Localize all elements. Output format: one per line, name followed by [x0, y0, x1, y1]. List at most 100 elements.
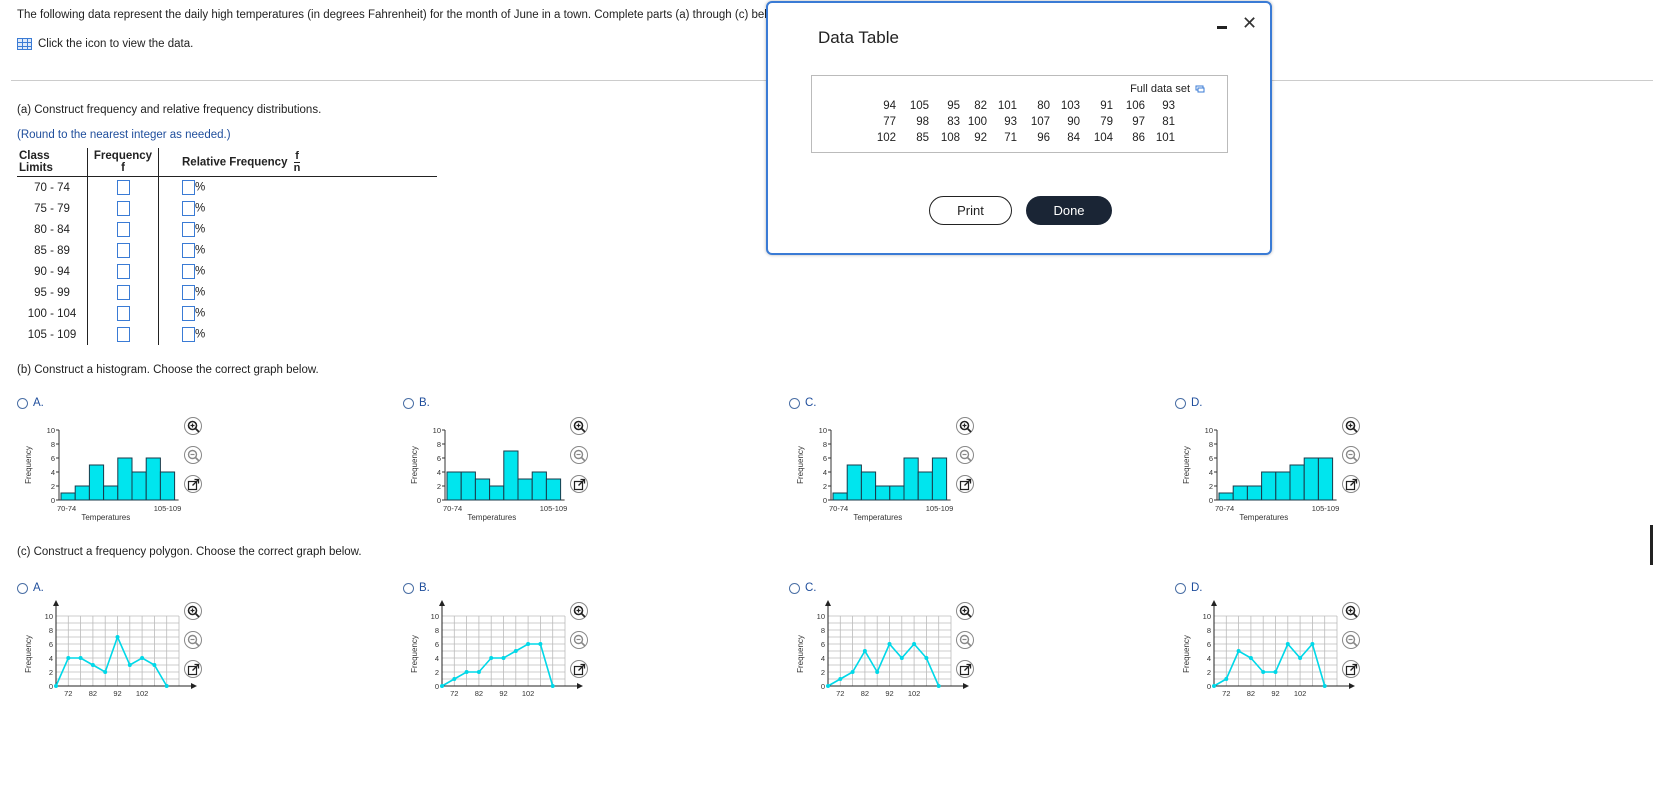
relative-frequency-input[interactable]: [182, 306, 195, 321]
external-link-icon[interactable]: [1342, 660, 1360, 678]
answer-option[interactable]: B.: [403, 397, 430, 409]
zoom-out-icon[interactable]: [956, 446, 974, 464]
zoom-out-icon[interactable]: [184, 446, 202, 464]
grid-icon[interactable]: [17, 38, 32, 50]
frequency-input[interactable]: [116, 327, 130, 342]
frequency-polygon-chart: Frequency0246810728292102Temperatures: [796, 600, 969, 698]
external-link-icon[interactable]: [1342, 475, 1360, 493]
data-cell: 95: [947, 100, 960, 112]
histogram-bar: [460, 471, 476, 501]
frequency-input[interactable]: [116, 285, 130, 300]
copy-icon[interactable]: [1195, 85, 1205, 93]
histogram-bar: [917, 471, 933, 501]
radio-button[interactable]: [1175, 582, 1186, 594]
answer-option[interactable]: C.: [789, 582, 817, 594]
round-note: (Round to the nearest integer as needed.…: [17, 129, 231, 141]
answer-option[interactable]: D.: [1175, 582, 1203, 594]
close-icon[interactable]: ✕: [1242, 13, 1258, 33]
zoom-out-icon[interactable]: [184, 631, 202, 649]
zoom-in-icon[interactable]: [184, 602, 202, 620]
view-data-link[interactable]: Click the icon to view the data.: [17, 38, 193, 50]
polygon-line: [827, 642, 940, 687]
y-tick-label: 10: [1205, 426, 1213, 435]
minimize-icon[interactable]: [1217, 26, 1227, 29]
radio-button[interactable]: [1175, 397, 1186, 409]
histogram-chart: Frequency 0 2 4 6 8 10 70-74 105-109 Temperatures: [796, 426, 953, 522]
relative-frequency-input[interactable]: [182, 264, 195, 279]
frequency-input[interactable]: [116, 201, 130, 216]
data-point: [862, 649, 867, 653]
fraction-numerator: f: [293, 149, 301, 163]
relative-frequency-input[interactable]: [182, 243, 195, 258]
data-cell: 81: [1162, 116, 1175, 128]
answer-option[interactable]: A.: [17, 582, 44, 594]
y-tick-label: 0: [1209, 496, 1213, 505]
radio-button[interactable]: [17, 582, 28, 594]
x-tick-label: 102: [136, 689, 149, 698]
zoom-out-icon[interactable]: [1342, 631, 1360, 649]
y-axis-label: Frequency: [1182, 446, 1191, 484]
zoom-in-icon[interactable]: [956, 602, 974, 620]
data-point: [476, 670, 481, 674]
radio-button[interactable]: [17, 397, 28, 409]
zoom-in-icon[interactable]: [570, 602, 588, 620]
data-cell: 85: [916, 132, 929, 144]
polygon-line: [1213, 642, 1326, 687]
relative-frequency-input[interactable]: [182, 201, 195, 216]
histogram-bar: [88, 464, 105, 501]
data-cell: 106: [1125, 100, 1145, 112]
x-tick-label: 82: [475, 689, 483, 698]
option-label: A.: [33, 582, 44, 594]
relative-frequency-input[interactable]: [182, 222, 195, 237]
frequency-input[interactable]: [116, 264, 130, 279]
zoom-in-icon[interactable]: [956, 417, 974, 435]
data-point: [1212, 684, 1216, 688]
data-cell: 102: [876, 132, 896, 144]
x-tick-label: 92: [885, 689, 893, 698]
histogram-chart: Frequency 0 2 4 6 8 10 70-74 105-109 Temperatures: [410, 426, 567, 522]
relative-frequency-cell: %: [159, 198, 438, 219]
relative-frequency-input[interactable]: [182, 180, 195, 195]
relative-frequency-input[interactable]: [182, 327, 195, 342]
zoom-out-icon[interactable]: [1342, 446, 1360, 464]
percent-sign: %: [195, 223, 206, 236]
relative-frequency-cell: %: [159, 261, 438, 282]
zoom-out-icon[interactable]: [956, 631, 974, 649]
full-data-set[interactable]: Full data set: [1130, 83, 1205, 95]
frequency-input[interactable]: [116, 243, 130, 258]
zoom-in-icon[interactable]: [184, 417, 202, 435]
zoom-out-icon[interactable]: [570, 446, 588, 464]
zoom-in-icon[interactable]: [570, 417, 588, 435]
relative-frequency-label: Relative Frequency: [182, 156, 288, 169]
radio-button[interactable]: [789, 397, 800, 409]
histogram-bar: [60, 492, 76, 501]
data-point: [912, 642, 917, 646]
radio-button[interactable]: [789, 582, 800, 594]
y-tick-label: 0: [823, 496, 827, 505]
radio-button[interactable]: [403, 582, 414, 594]
external-link-icon[interactable]: [956, 475, 974, 493]
external-link-icon[interactable]: [570, 660, 588, 678]
frequency-input[interactable]: [116, 180, 130, 195]
external-link-icon[interactable]: [570, 475, 588, 493]
external-link-icon[interactable]: [184, 475, 202, 493]
histogram-bar: [145, 457, 161, 501]
done-button[interactable]: Done: [1026, 196, 1112, 225]
answer-option[interactable]: C.: [789, 397, 817, 409]
answer-option[interactable]: B.: [403, 582, 430, 594]
relative-frequency-cell: %: [159, 324, 438, 345]
external-link-icon[interactable]: [184, 660, 202, 678]
percent-sign: %: [195, 244, 206, 257]
zoom-in-icon[interactable]: [1342, 602, 1360, 620]
print-button[interactable]: Print: [929, 196, 1012, 225]
relative-frequency-input[interactable]: [182, 285, 195, 300]
view-data-text[interactable]: Click the icon to view the data.: [38, 38, 194, 50]
radio-button[interactable]: [403, 397, 414, 409]
external-link-icon[interactable]: [956, 660, 974, 678]
zoom-in-icon[interactable]: [1342, 417, 1360, 435]
answer-option[interactable]: A.: [17, 397, 44, 409]
answer-option[interactable]: D.: [1175, 397, 1203, 409]
frequency-input[interactable]: [116, 222, 130, 237]
frequency-input[interactable]: [116, 306, 130, 321]
zoom-out-icon[interactable]: [570, 631, 588, 649]
